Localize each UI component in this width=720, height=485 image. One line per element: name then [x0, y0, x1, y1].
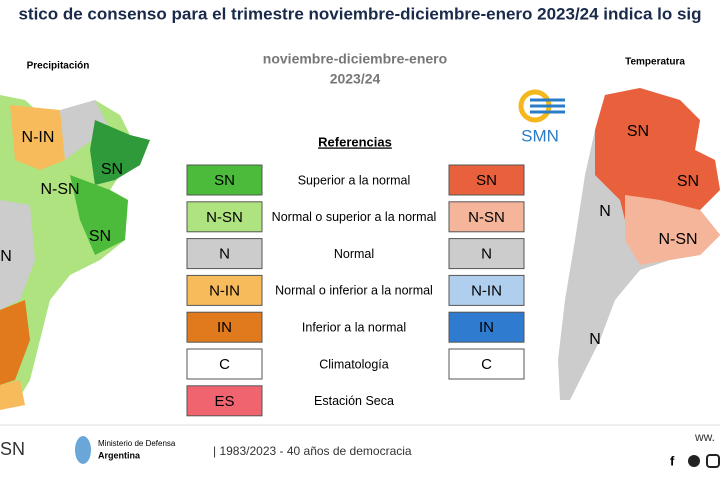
- legend-description: Superior a la normal: [298, 173, 411, 187]
- legend-swatch: [186, 311, 263, 343]
- legend: SN SN Superior a la normal N-SN N-SN Normal o…: [186, 164, 525, 417]
- website: ww.: [694, 430, 715, 444]
- ministry: Ministerio de Defensa: [98, 439, 176, 448]
- legend-code: C: [481, 356, 492, 373]
- legend-swatch: [448, 311, 525, 343]
- legend-code: N-SN: [468, 209, 505, 226]
- legend-swatch: [448, 164, 525, 196]
- legend-swatch: [448, 274, 525, 306]
- legend-code: N: [481, 246, 492, 263]
- logo-text: SMN: [521, 126, 559, 145]
- map-title: Precipitación: [27, 61, 90, 72]
- legend-swatch: [186, 201, 263, 233]
- legend-code: SN: [214, 172, 235, 189]
- temperature-map: Temperatura SN SN N N-SN N: [558, 57, 720, 400]
- legend-swatch: [186, 348, 263, 380]
- legend-description: Inferior a la normal: [302, 320, 406, 334]
- legend-code: IN: [479, 319, 494, 336]
- legend-swatch: [186, 274, 263, 306]
- legend-swatch: [186, 238, 263, 270]
- legend-code: N: [219, 246, 230, 263]
- legend-code: N-IN: [471, 282, 502, 299]
- smn-logo: SMN: [518, 89, 565, 145]
- map-label: SN: [101, 161, 123, 178]
- period: 2023/24: [330, 71, 381, 87]
- legend-swatch: [448, 201, 525, 233]
- map-label: N-IN: [22, 129, 55, 146]
- legend-code: SN: [476, 172, 497, 189]
- map-label: SN: [89, 228, 111, 245]
- social-icons[interactable]: [688, 455, 700, 467]
- legend-swatch: [186, 164, 263, 196]
- social-icons[interactable]: [706, 454, 720, 468]
- map-label: N: [589, 331, 601, 348]
- legend-swatch: [448, 348, 525, 380]
- precipitation-map: Precipitación N-IN SN N-SN SN N: [0, 61, 150, 410]
- legend-swatch: [448, 238, 525, 270]
- legend-description: Normal: [334, 247, 374, 261]
- legend-description: Normal o inferior a la normal: [275, 284, 433, 298]
- legend-code: N-SN: [206, 209, 243, 226]
- country: Argentina: [98, 450, 141, 460]
- map-label: SN: [627, 123, 649, 140]
- emblem: [75, 436, 91, 464]
- map-label: N-SN: [658, 231, 697, 248]
- slide-title: stico de consenso para el trimestre novi…: [18, 4, 701, 23]
- map-title: Temperatura: [625, 57, 685, 68]
- map-label: N-SN: [40, 181, 79, 198]
- period: noviembre-diciembre-enero: [263, 51, 447, 67]
- social-icons[interactable]: f: [670, 453, 675, 468]
- legend-code: C: [219, 356, 230, 373]
- map-label: N: [599, 203, 611, 220]
- legend-code: IN: [217, 319, 232, 336]
- map-label: SN: [677, 173, 699, 190]
- legend-description: Climatología: [319, 357, 389, 371]
- footer-logo: SN: [0, 439, 25, 459]
- legend-description: Estación Seca: [314, 394, 394, 408]
- legend-code: ES: [214, 393, 234, 410]
- slogan: | 1983/2023 - 40 años de democracia: [213, 444, 412, 458]
- legend-description: Normal o superior a la normal: [272, 210, 437, 224]
- legend-swatch: [186, 385, 263, 417]
- legend-code: N-IN: [209, 282, 240, 299]
- map-label: N: [0, 248, 12, 265]
- legend-title: Referencias: [318, 134, 392, 149]
